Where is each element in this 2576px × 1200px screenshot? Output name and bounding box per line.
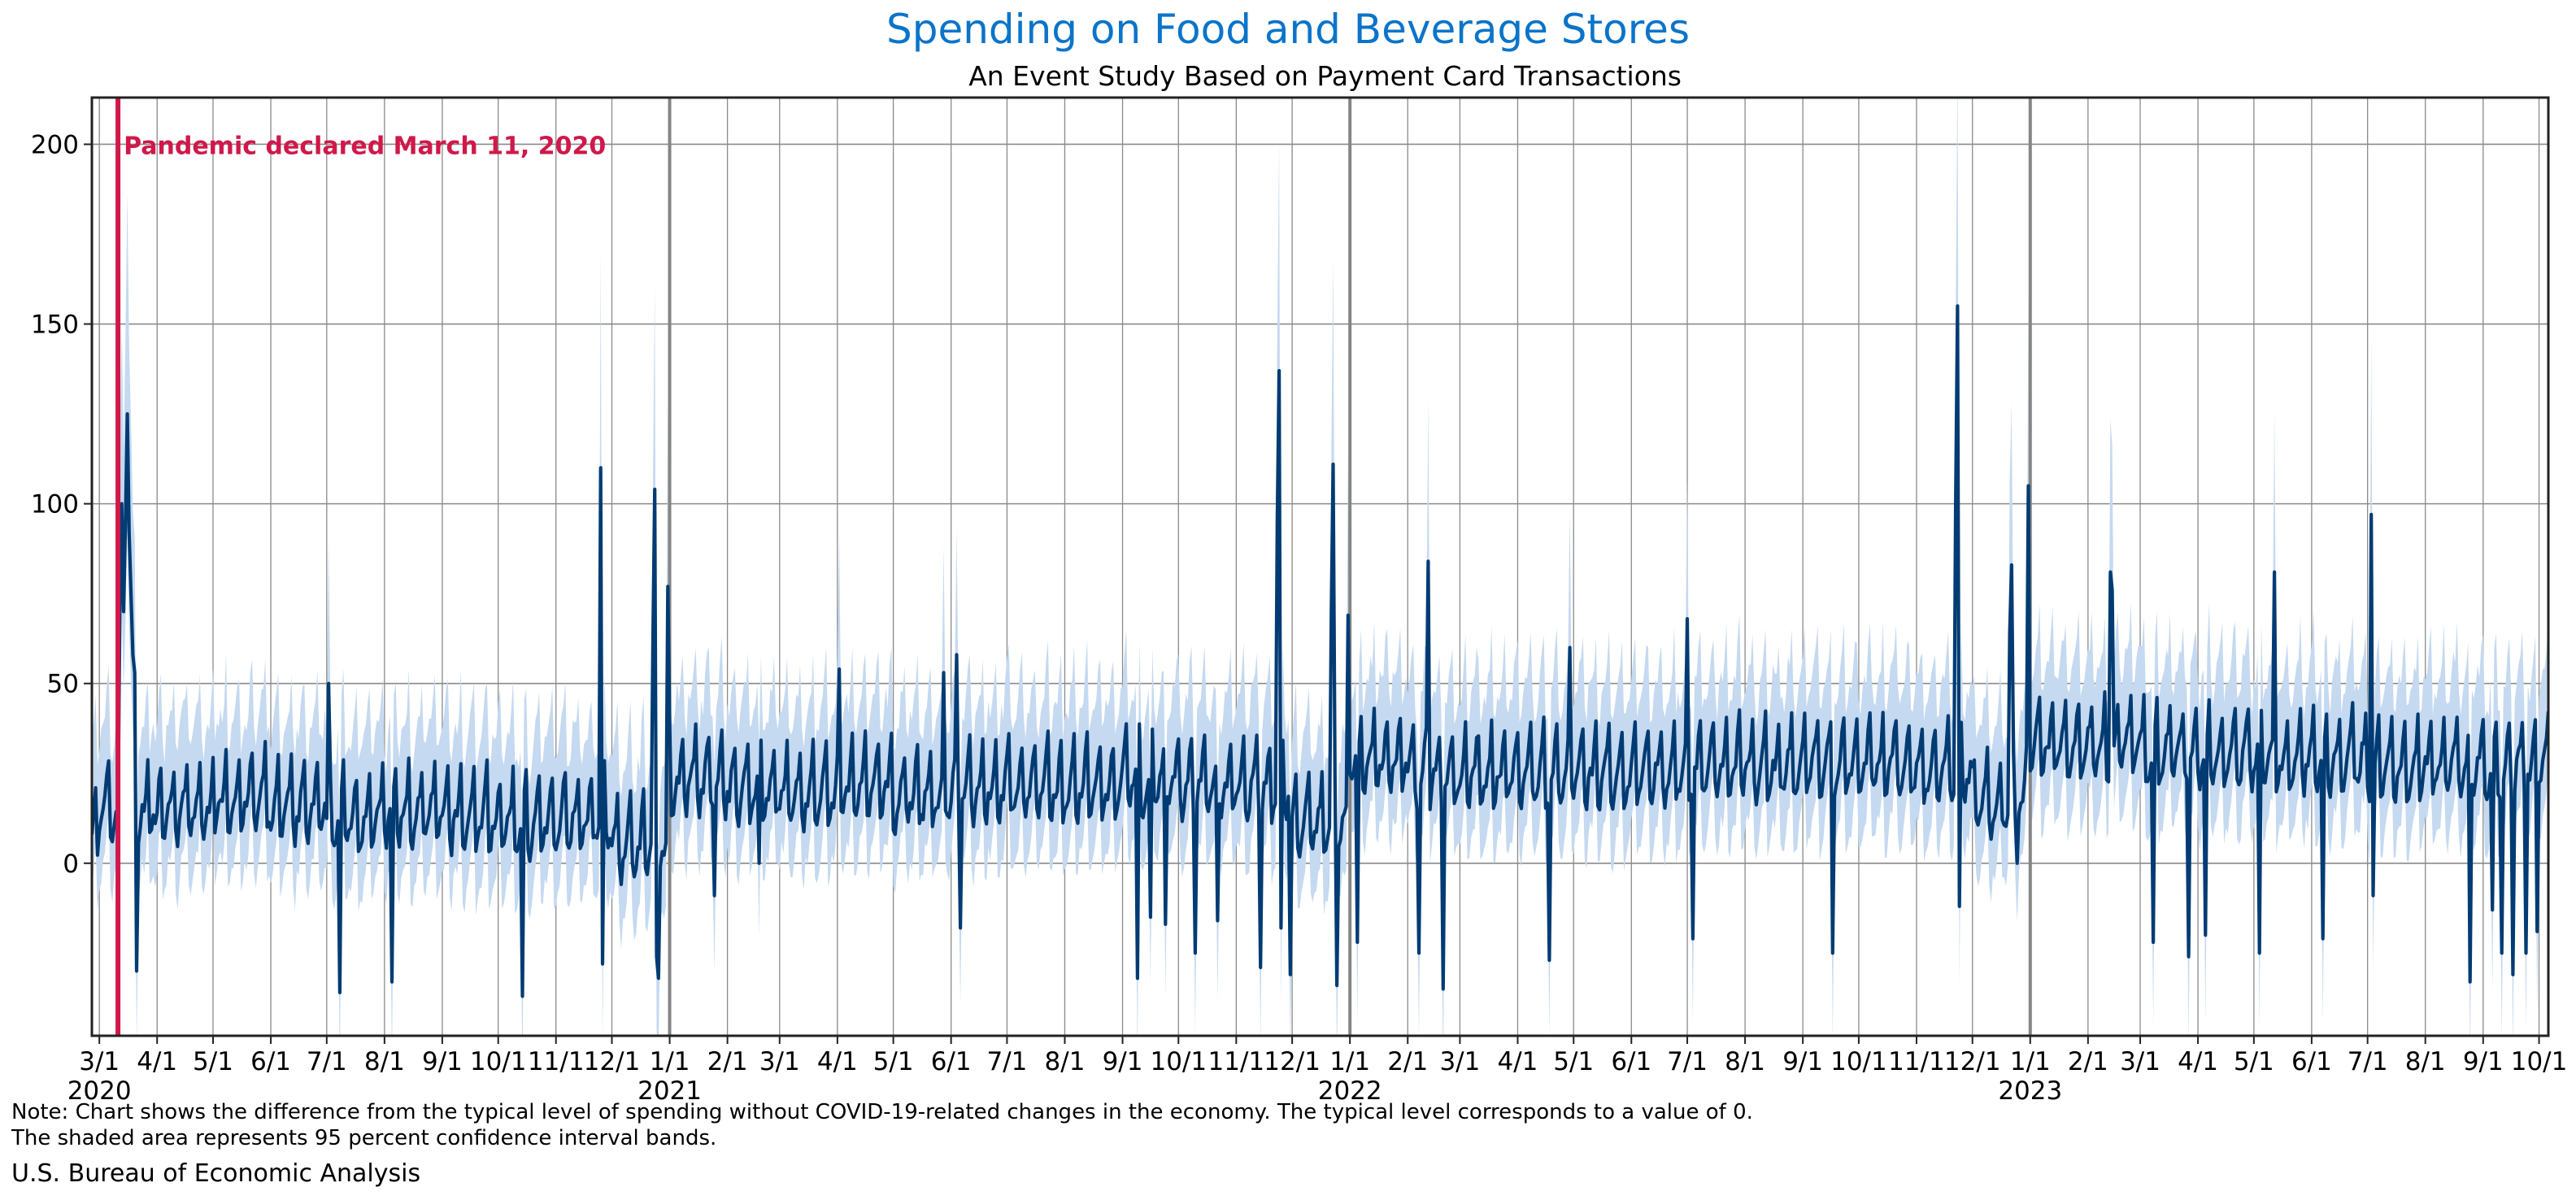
x-tick-label: 11/1 bbox=[1888, 1047, 1945, 1076]
y-tick-label: 100 bbox=[31, 490, 79, 520]
y-tick-label: 150 bbox=[31, 311, 79, 340]
x-tick-label: 1/1 bbox=[1329, 1047, 1370, 1076]
x-tick-label: 10/1 bbox=[1150, 1047, 1207, 1076]
chart-title: Spending on Food and Beverage Stores bbox=[886, 6, 1690, 53]
x-tick-label: 12/1 bbox=[584, 1047, 641, 1076]
x-tick-label: 2/1 bbox=[707, 1047, 748, 1076]
grid-layer bbox=[92, 98, 2548, 1036]
x-tick-label: 7/1 bbox=[986, 1047, 1027, 1076]
x-tick-label: 3/1 bbox=[79, 1047, 120, 1076]
x-tick-label: 1/1 bbox=[2010, 1047, 2051, 1076]
x-year-label: 2023 bbox=[1998, 1076, 2062, 1106]
x-tick-label: 10/1 bbox=[2511, 1047, 2568, 1076]
x-tick-label: 7/1 bbox=[1667, 1047, 1708, 1076]
y-tick-label: 200 bbox=[31, 130, 79, 159]
x-tick-label: 9/1 bbox=[2463, 1047, 2504, 1076]
chart-note-line-2: The shaded area represents 95 percent co… bbox=[11, 1126, 717, 1150]
x-tick-label: 8/1 bbox=[1045, 1047, 1086, 1076]
x-tick-label: 6/1 bbox=[2291, 1047, 2332, 1076]
x-tick-label: 7/1 bbox=[2348, 1047, 2388, 1076]
x-tick-label: 6/1 bbox=[250, 1047, 291, 1076]
confidence-band-layer bbox=[92, 98, 2548, 1036]
x-tick-label: 3/1 bbox=[2120, 1047, 2160, 1076]
x-tick-label: 8/1 bbox=[1725, 1047, 1765, 1076]
x-tick-label: 5/1 bbox=[193, 1047, 233, 1076]
x-tick-label: 4/1 bbox=[1498, 1047, 1538, 1076]
x-year-label: 2020 bbox=[67, 1076, 132, 1106]
x-tick-label: 5/1 bbox=[2234, 1047, 2274, 1076]
x-tick-label: 4/1 bbox=[2178, 1047, 2218, 1076]
x-tick-label: 11/1 bbox=[528, 1047, 585, 1076]
x-tick-label: 1/1 bbox=[650, 1047, 690, 1076]
x-tick-label: 11/1 bbox=[1208, 1047, 1265, 1076]
year-divider-layer bbox=[668, 98, 2032, 1036]
x-year-label: 2021 bbox=[637, 1076, 702, 1106]
x-tick-label: 5/1 bbox=[873, 1047, 914, 1076]
x-tick-label: 4/1 bbox=[817, 1047, 858, 1076]
annotation-layer: Pandemic declared March 11, 2020 bbox=[115, 98, 606, 1036]
series-line-layer bbox=[92, 304, 2548, 998]
x-tick-label: 9/1 bbox=[1782, 1047, 1823, 1076]
x-tick-label: 12/1 bbox=[1264, 1047, 1321, 1076]
x-tick-label: 4/1 bbox=[137, 1047, 177, 1076]
x-tick-label: 6/1 bbox=[1611, 1047, 1651, 1076]
x-tick-label: 5/1 bbox=[1553, 1047, 1594, 1076]
plot-frame bbox=[90, 96, 2550, 1037]
chart-subtitle: An Event Study Based on Payment Card Tra… bbox=[968, 60, 1682, 92]
x-tick-label: 2/1 bbox=[1387, 1047, 1428, 1076]
x-tick-label: 10/1 bbox=[470, 1047, 527, 1076]
pandemic-annotation-label: Pandemic declared March 11, 2020 bbox=[124, 132, 606, 160]
x-tick-label: 8/1 bbox=[364, 1047, 405, 1076]
confidence-band bbox=[92, 98, 2548, 1036]
x-tick-label: 12/1 bbox=[1944, 1047, 2001, 1076]
x-tick-label: 9/1 bbox=[422, 1047, 463, 1076]
x-tick-label: 8/1 bbox=[2405, 1047, 2446, 1076]
x-tick-label: 2/1 bbox=[2068, 1047, 2108, 1076]
x-tick-label: 9/1 bbox=[1103, 1047, 1143, 1076]
x-year-label: 2022 bbox=[1318, 1076, 1382, 1106]
series-line bbox=[92, 304, 2548, 998]
chart-note-line-1: Note: Chart shows the difference from th… bbox=[11, 1100, 1753, 1124]
x-tick-label: 3/1 bbox=[1439, 1047, 1480, 1076]
y-tick-label: 0 bbox=[63, 850, 79, 879]
source-credit: U.S. Bureau of Economic Analysis bbox=[11, 1159, 421, 1188]
x-tick-label: 6/1 bbox=[931, 1047, 972, 1076]
x-tick-label: 3/1 bbox=[759, 1047, 800, 1076]
x-tick-label: 10/1 bbox=[1830, 1047, 1887, 1076]
y-tick-label: 50 bbox=[47, 670, 79, 699]
x-tick-label: 7/1 bbox=[307, 1047, 347, 1076]
